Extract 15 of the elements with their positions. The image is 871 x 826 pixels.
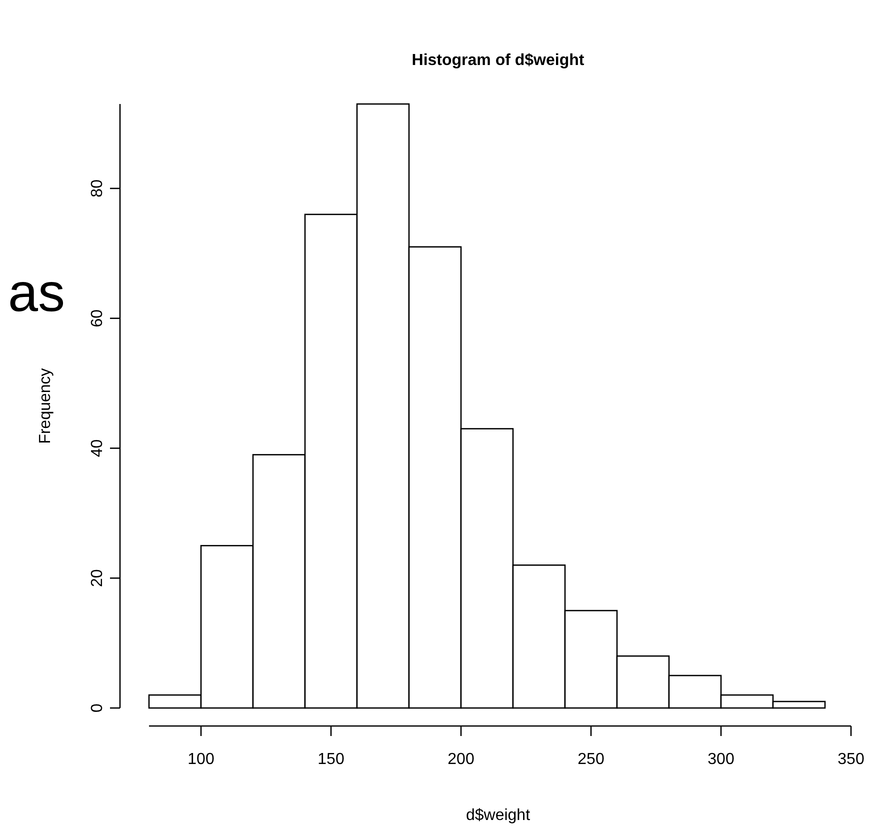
x-tick-label: 250 xyxy=(578,751,604,768)
x-tick-label: 100 xyxy=(188,751,214,768)
y-tick-label: 40 xyxy=(89,439,106,458)
y-tick-label: 20 xyxy=(89,569,106,588)
x-tick-label: 150 xyxy=(318,751,344,768)
y-tick-label: 60 xyxy=(89,309,106,328)
x-axis-title: d$weight xyxy=(466,807,531,824)
chart-title: Histogram of d$weight xyxy=(412,52,585,69)
y-tick-label: 80 xyxy=(89,179,106,198)
y-axis-title: Frequency xyxy=(37,368,54,444)
x-tick-label: 200 xyxy=(448,751,474,768)
x-tick-label: 300 xyxy=(708,751,734,768)
y-tick-label: 0 xyxy=(89,703,106,712)
x-tick-label: 350 xyxy=(838,751,864,768)
text: as xyxy=(8,263,66,323)
